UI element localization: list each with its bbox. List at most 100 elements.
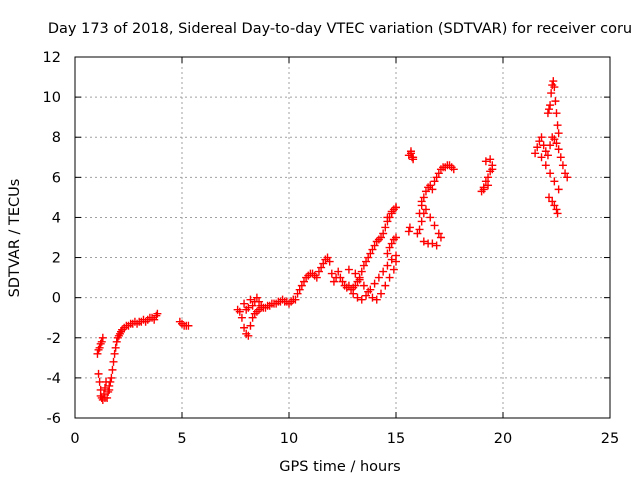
data-point <box>404 227 413 236</box>
data-point <box>486 155 495 164</box>
data-point <box>96 391 105 400</box>
data-point <box>362 257 371 266</box>
x-tick-label: 5 <box>177 431 186 447</box>
grid <box>75 57 610 418</box>
data-point <box>541 147 550 156</box>
data-point <box>293 289 302 298</box>
data-point <box>100 383 109 392</box>
data-point <box>436 233 445 242</box>
data-point <box>434 169 443 178</box>
data-point <box>556 153 565 162</box>
data-point <box>531 149 540 158</box>
data-point <box>364 253 373 262</box>
data-point <box>184 321 193 330</box>
data-point <box>370 241 379 250</box>
data-point <box>381 281 390 290</box>
data-point <box>329 277 338 286</box>
data-point <box>385 273 394 282</box>
data-point <box>387 207 396 216</box>
data-point <box>108 365 117 374</box>
data-point <box>409 153 418 162</box>
data-point <box>359 261 368 270</box>
data-point <box>334 267 343 276</box>
data-point <box>299 277 308 286</box>
data-point <box>537 133 546 142</box>
y-tick-label: 10 <box>43 90 61 106</box>
data-point <box>419 237 428 246</box>
x-tick-label: 15 <box>387 431 405 447</box>
y-tick-label: 12 <box>43 50 61 66</box>
data-point <box>383 213 392 222</box>
data-point <box>93 349 102 358</box>
data-point <box>541 161 550 170</box>
data-point <box>552 205 561 214</box>
data-point <box>543 151 552 160</box>
y-tick-label: -6 <box>47 411 61 427</box>
data-point <box>368 245 377 254</box>
data-point <box>381 223 390 232</box>
data-point <box>336 273 345 282</box>
data-point <box>563 173 572 182</box>
data-point <box>105 385 114 394</box>
data-point <box>426 181 435 190</box>
y-axis-label: SDTVAR / TECUs <box>7 179 23 298</box>
data-point <box>94 369 103 378</box>
data-point <box>413 229 422 238</box>
data-point <box>364 287 373 296</box>
data-point <box>357 295 366 304</box>
data-point <box>430 221 439 230</box>
data-point <box>244 303 253 312</box>
data-point <box>314 267 323 276</box>
data-point <box>379 229 388 238</box>
data-point <box>374 273 383 282</box>
data-point <box>546 169 555 178</box>
data-point <box>434 229 443 238</box>
data-point <box>554 185 563 194</box>
data-point <box>428 185 437 194</box>
data-point <box>549 77 558 86</box>
data-point <box>377 289 386 298</box>
data-point <box>545 193 554 202</box>
data-point <box>421 205 430 214</box>
data-point <box>405 223 414 232</box>
data-point <box>246 295 255 304</box>
data-point <box>235 307 244 316</box>
data-point <box>392 233 400 242</box>
data-point <box>323 253 332 262</box>
data-point <box>368 293 377 302</box>
data-point <box>417 217 426 226</box>
data-point <box>344 265 353 274</box>
data-point <box>419 193 428 202</box>
data-point <box>359 281 368 290</box>
data-point <box>430 177 439 186</box>
data-point <box>481 157 490 166</box>
data-point <box>550 177 559 186</box>
data-point <box>111 343 120 352</box>
data-point <box>370 279 379 288</box>
data-point <box>387 239 396 248</box>
y-tick-label: -2 <box>47 331 61 347</box>
data-point <box>385 243 394 252</box>
data-point <box>338 277 347 286</box>
x-tick-label: 25 <box>601 431 619 447</box>
data-point <box>327 269 336 278</box>
data-point <box>481 177 490 186</box>
data-point <box>98 333 107 342</box>
data-point <box>110 349 119 358</box>
data-point <box>252 293 261 302</box>
data-point <box>106 377 115 386</box>
data-point <box>449 165 458 174</box>
data-point <box>240 299 249 308</box>
data-point <box>389 265 398 274</box>
data-point <box>561 169 570 178</box>
data-point <box>392 203 400 212</box>
data-point <box>248 313 257 322</box>
data-point <box>558 161 567 170</box>
y-tick-label: 8 <box>52 130 61 146</box>
data-point <box>550 201 559 210</box>
data-point <box>417 197 426 206</box>
data-point <box>244 331 253 340</box>
data-point <box>379 267 388 276</box>
